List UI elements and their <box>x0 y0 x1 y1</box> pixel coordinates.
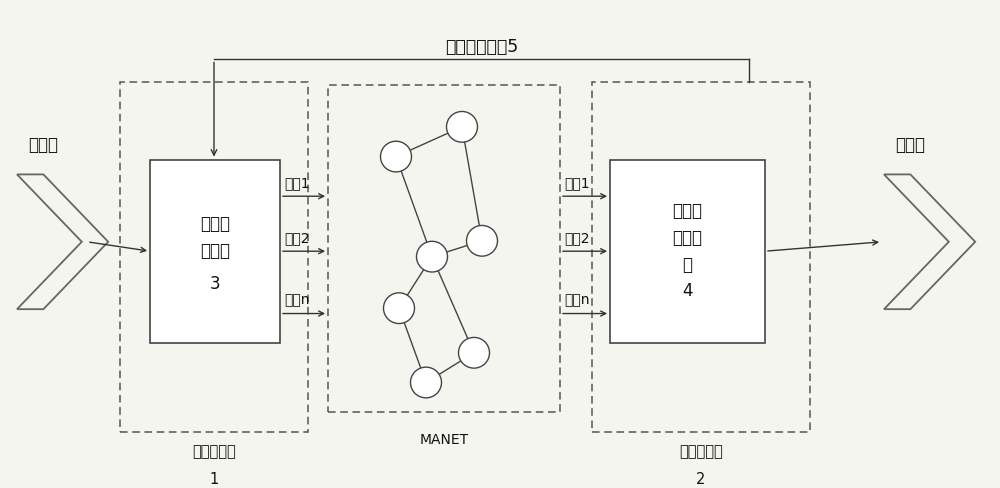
Text: 路径2: 路径2 <box>564 231 590 245</box>
Text: 存: 存 <box>682 256 692 274</box>
Circle shape <box>380 141 412 172</box>
Text: 数据重: 数据重 <box>672 202 702 220</box>
Text: 3: 3 <box>210 275 220 293</box>
Text: 数据发送端: 数据发送端 <box>192 445 236 459</box>
Bar <box>120 82 308 432</box>
Text: 2: 2 <box>696 472 706 487</box>
Text: MANET: MANET <box>419 433 469 447</box>
Bar <box>150 160 280 343</box>
Text: 量控制: 量控制 <box>200 242 230 260</box>
Text: 排与缓: 排与缓 <box>672 229 702 247</box>
Text: 实时流: 实时流 <box>200 215 230 233</box>
Text: 路径1: 路径1 <box>564 176 590 190</box>
Circle shape <box>458 337 490 368</box>
Text: 路径n: 路径n <box>564 294 590 307</box>
Text: 4: 4 <box>682 283 693 300</box>
Text: 视频流: 视频流 <box>28 136 58 154</box>
Bar <box>592 82 810 432</box>
Text: 视频流: 视频流 <box>895 136 925 154</box>
Text: 网络状态反馈5: 网络状态反馈5 <box>445 38 518 56</box>
Bar <box>328 85 560 412</box>
Circle shape <box>411 367 442 398</box>
Text: 路径1: 路径1 <box>284 176 310 190</box>
Text: 数据接收端: 数据接收端 <box>679 445 723 459</box>
Bar <box>610 160 765 343</box>
Circle shape <box>466 225 497 256</box>
Text: 路径2: 路径2 <box>284 231 310 245</box>
Circle shape <box>383 293 415 324</box>
Text: 1: 1 <box>209 472 219 487</box>
Circle shape <box>446 111 478 142</box>
Circle shape <box>416 241 448 272</box>
Text: 路径n: 路径n <box>284 294 310 307</box>
